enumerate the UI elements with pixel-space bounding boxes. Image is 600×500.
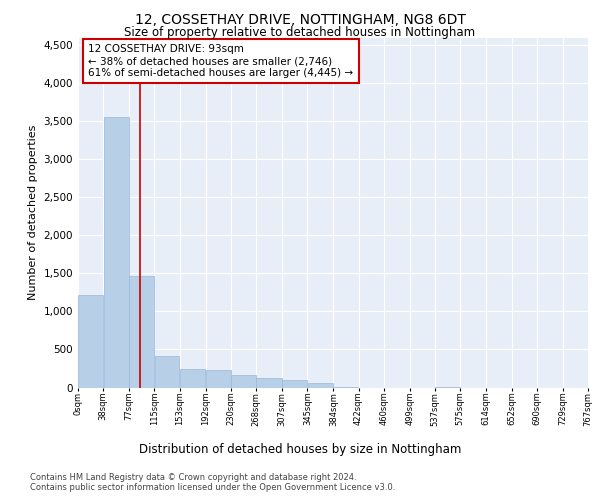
Text: Contains HM Land Registry data © Crown copyright and database right 2024.: Contains HM Land Registry data © Crown c…	[30, 472, 356, 482]
Bar	[206, 370, 230, 388]
Text: Distribution of detached houses by size in Nottingham: Distribution of detached houses by size …	[139, 442, 461, 456]
Bar	[231, 376, 256, 388]
Bar	[308, 383, 333, 388]
Y-axis label: Number of detached properties: Number of detached properties	[28, 125, 38, 300]
Text: 12, COSSETHAY DRIVE, NOTTINGHAM, NG8 6DT: 12, COSSETHAY DRIVE, NOTTINGHAM, NG8 6DT	[134, 12, 466, 26]
Bar	[180, 369, 205, 388]
Bar	[78, 294, 103, 388]
Bar	[130, 276, 154, 388]
Bar	[334, 386, 358, 388]
Bar	[436, 387, 460, 388]
Bar	[283, 380, 307, 388]
Text: Contains public sector information licensed under the Open Government Licence v3: Contains public sector information licen…	[30, 484, 395, 492]
Text: 12 COSSETHAY DRIVE: 93sqm
← 38% of detached houses are smaller (2,746)
61% of se: 12 COSSETHAY DRIVE: 93sqm ← 38% of detac…	[88, 44, 353, 78]
Text: Size of property relative to detached houses in Nottingham: Size of property relative to detached ho…	[124, 26, 476, 39]
Bar	[256, 378, 282, 388]
Bar	[104, 118, 129, 388]
Bar	[155, 356, 179, 388]
